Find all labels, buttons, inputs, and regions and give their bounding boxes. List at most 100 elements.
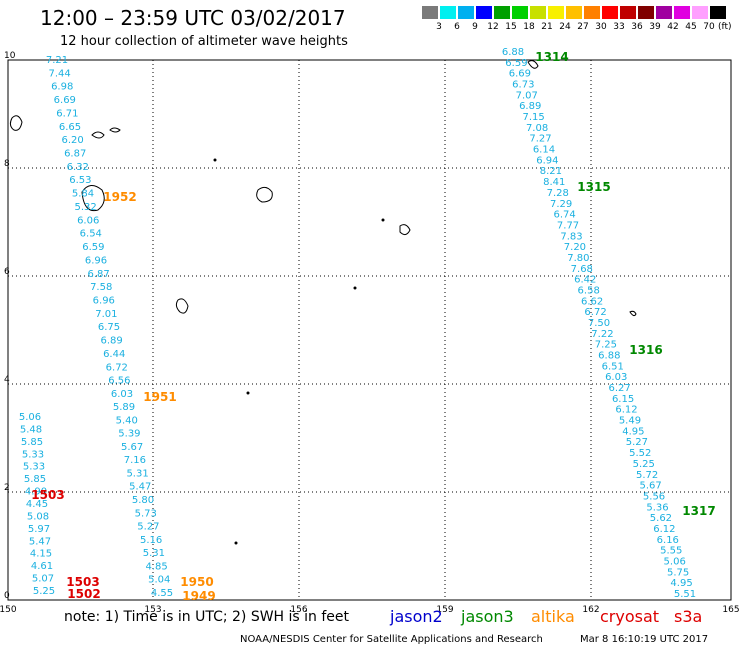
- wave-height-value: 6.56: [108, 376, 130, 387]
- map-title: 12:00 – 23:59 UTC 03/02/2017: [40, 6, 346, 30]
- wave-height-value: 7.29: [550, 199, 572, 210]
- wave-height-value: 5.06: [664, 556, 686, 567]
- legend-swatch: [638, 6, 654, 19]
- legend-label: 21: [541, 22, 553, 32]
- wave-height-value: 7.50: [588, 318, 610, 329]
- wave-height-value: 4.55: [151, 588, 173, 599]
- wave-height-value: 5.67: [121, 442, 143, 453]
- legend-label: 30: [595, 22, 607, 32]
- credit-line: NOAA/NESDIS Center for Satellite Applica…: [240, 634, 543, 645]
- wave-height-value: 6.51: [602, 361, 624, 372]
- legend-label: 18: [523, 22, 535, 32]
- wave-height-value: 6.88: [598, 351, 620, 362]
- wave-height-value: 6.89: [519, 101, 541, 112]
- wave-height-value: 6.87: [64, 149, 86, 160]
- wave-height-value: 5.32: [74, 202, 96, 213]
- legend-swatch: [692, 6, 708, 19]
- pass-label: 1315: [577, 180, 610, 194]
- wave-height-value: 5.33: [23, 462, 45, 473]
- legend-swatch: [458, 6, 474, 19]
- wave-height-value: 5.80: [132, 495, 154, 506]
- pass-label: 1950: [180, 575, 213, 589]
- wave-height-value: 6.15: [612, 394, 634, 405]
- wave-height-value: 7.28: [547, 188, 569, 199]
- wave-height-value: 4.95: [622, 426, 644, 437]
- x-tick-label: 159: [436, 605, 453, 615]
- wave-height-value: 4.61: [31, 561, 53, 572]
- wave-height-value: 5.56: [643, 491, 665, 502]
- islet-marker: [353, 286, 357, 290]
- wave-height-value: 5.47: [129, 482, 151, 493]
- wave-height-value: 6.98: [51, 82, 73, 93]
- wave-height-value: 7.80: [567, 253, 589, 264]
- legend-swatch: [620, 6, 636, 19]
- wave-height-value: 6.65: [59, 122, 81, 133]
- wave-height-value: 5.04: [148, 575, 170, 586]
- y-tick-label: 4: [4, 375, 10, 385]
- legend-label: 27: [577, 22, 589, 32]
- wave-height-value: 5.40: [116, 415, 138, 426]
- pass-label: 1949: [182, 589, 215, 603]
- island-outline: [175, 298, 189, 314]
- legend-label: 15: [505, 22, 517, 32]
- wave-height-value: 7.08: [526, 123, 548, 134]
- wave-height-value: 6.69: [54, 95, 76, 106]
- wave-height-value: 6.62: [581, 296, 603, 307]
- wave-height-value: 5.49: [619, 416, 641, 427]
- legend-swatch: [584, 6, 600, 19]
- y-tick-label: 6: [4, 267, 10, 277]
- x-tick-label: 150: [0, 605, 17, 615]
- wave-height-value: 5.51: [674, 589, 696, 600]
- legend-swatch: [422, 6, 438, 19]
- wave-height-value: 7.27: [529, 134, 551, 145]
- wave-height-value: 5.67: [639, 481, 661, 492]
- pass-label: 1502: [67, 587, 100, 601]
- island-outline: [9, 115, 23, 131]
- legend-label: 39: [649, 22, 661, 32]
- wave-height-value: 6.14: [533, 145, 555, 156]
- wave-height-value: 6.73: [512, 80, 534, 91]
- wave-height-value: 7.20: [564, 242, 586, 253]
- island-outline: [399, 224, 411, 236]
- satellite-jason2: jason2: [390, 607, 443, 626]
- wave-height-value: 6.72: [106, 362, 128, 373]
- pass-label: 1316: [629, 343, 662, 357]
- y-tick-label: 2: [4, 483, 10, 493]
- pass-label: 1951: [143, 390, 176, 404]
- wave-height-value: 6.16: [657, 535, 679, 546]
- wave-height-value: 5.31: [126, 468, 148, 479]
- island-outline: [527, 60, 539, 69]
- wave-height-value: 7.16: [124, 455, 146, 466]
- wave-height-value: 6.06: [77, 215, 99, 226]
- wave-height-value: 5.72: [636, 470, 658, 481]
- legend-label: 45: [685, 22, 697, 32]
- legend-swatch: [548, 6, 564, 19]
- wave-height-value: 6.53: [69, 175, 91, 186]
- wave-height-value: 8.21: [540, 166, 562, 177]
- wave-height-value: 5.08: [27, 511, 49, 522]
- wave-height-value: 6.20: [61, 135, 83, 146]
- map-subtitle: 12 hour collection of altimeter wave hei…: [60, 34, 348, 49]
- wave-height-value: 5.89: [113, 402, 135, 413]
- y-tick-label: 8: [4, 159, 10, 169]
- island-outline: [256, 186, 273, 203]
- wave-height-value: 6.44: [103, 349, 125, 360]
- wave-height-value: 7.22: [591, 329, 613, 340]
- wave-height-value: 6.72: [584, 307, 606, 318]
- wave-height-value: 6.71: [56, 108, 78, 119]
- islet-marker: [213, 158, 217, 162]
- wave-height-value: 6.59: [82, 242, 104, 253]
- pass-label: 1503: [31, 488, 64, 502]
- wave-height-value: 7.83: [560, 231, 582, 242]
- legend-label: 9: [472, 22, 478, 32]
- wave-height-value: 5.55: [660, 546, 682, 557]
- legend-label: 33: [613, 22, 625, 32]
- x-tick-label: 165: [722, 605, 739, 615]
- wave-height-value: 7.25: [595, 340, 617, 351]
- wave-height-value: 5.06: [19, 412, 41, 423]
- wave-height-value: 6.42: [574, 275, 596, 286]
- wave-height-value: 5.27: [626, 437, 648, 448]
- wave-height-value: 5.31: [143, 548, 165, 559]
